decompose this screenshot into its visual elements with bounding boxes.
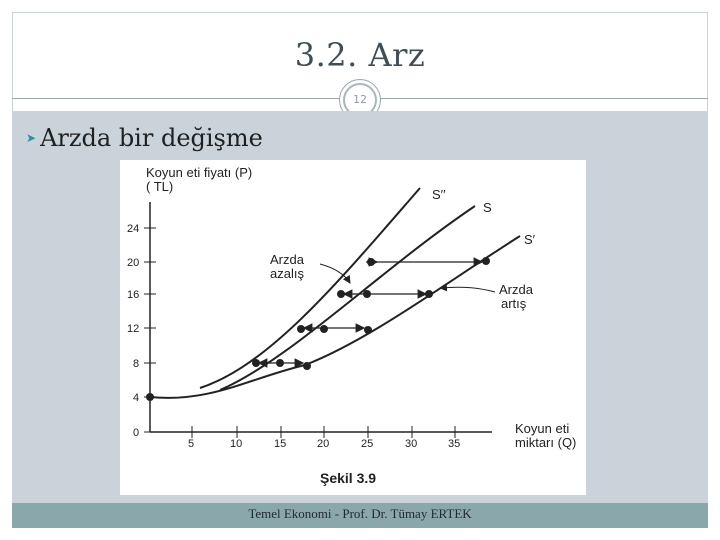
x-tick-20: 20 [317, 438, 329, 450]
y-tick-12: 12 [127, 323, 139, 335]
bullet-arrow-icon: ➤ [26, 131, 37, 145]
annotation-increase-line1: Arzda [499, 282, 534, 297]
x-axis-title-line2: miktarı (Q) [515, 435, 576, 450]
x-axis-title-line1: Koyun eti [515, 421, 569, 436]
footer-bar [12, 503, 708, 528]
supply-shift-figure: Koyun eti fiyatı (P) ( TL) Koyun eti mik… [120, 160, 586, 495]
label-s-prime: S′ [524, 232, 536, 247]
y-axis-title-line1: Koyun eti fiyatı (P) [146, 165, 252, 180]
annotation-decrease-pointer [319, 263, 351, 284]
annotation-decrease-line2: azalış [270, 266, 304, 281]
y-tick-16: 16 [127, 289, 139, 301]
slide-title: 3.2. Arz [294, 36, 426, 74]
y-tick-8: 8 [133, 358, 139, 370]
annotation-increase-line2: artış [501, 296, 527, 311]
supply-diagram: Koyun eti fiyatı (P) ( TL) Koyun eti mik… [127, 165, 576, 486]
annotation-decrease-line1: Arzda [270, 252, 305, 267]
bullet-text: Arzda bir değişme [40, 124, 263, 152]
y-tick-0: 0 [133, 427, 139, 439]
footer-text: Temel Ekonomi - Prof. Dr. Tümay ERTEK [248, 506, 472, 521]
figure-caption: Şekil 3.9 [320, 470, 376, 486]
x-ticks [191, 426, 456, 438]
y-axis-title-line2: ( TL) [146, 179, 173, 194]
y-tick-20: 20 [127, 257, 139, 269]
x-tick-30: 30 [405, 438, 417, 450]
annotation-increase-pointer [439, 283, 496, 293]
y-tick-24: 24 [127, 223, 139, 235]
supply-curve-s-double-prime [199, 187, 421, 389]
bullet-item: ➤ Arzda bir değişme [26, 124, 263, 152]
x-tick-25: 25 [361, 438, 373, 450]
x-tick-10: 10 [230, 438, 242, 450]
x-tick-15: 15 [274, 438, 286, 450]
x-tick-35: 35 [448, 438, 460, 450]
supply-curve-s [219, 205, 476, 391]
y-tick-4: 4 [133, 392, 139, 404]
label-s-double-prime: S′′ [432, 187, 446, 202]
label-s: S [483, 200, 492, 215]
x-tick-5: 5 [188, 438, 194, 450]
curve-points [146, 257, 490, 401]
supply-curve-s-prime [149, 235, 521, 399]
